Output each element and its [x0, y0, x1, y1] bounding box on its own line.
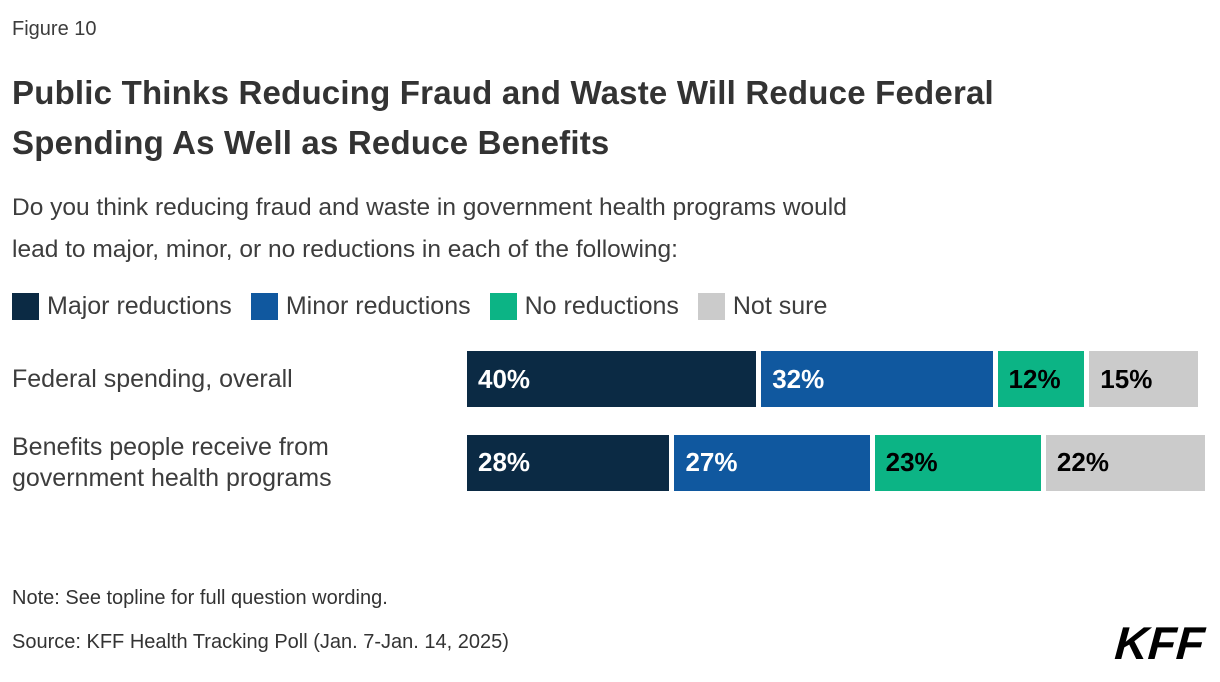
- source-text: Source: KFF Health Tracking Poll (Jan. 7…: [12, 631, 509, 654]
- bar-value-label: 22%: [1056, 447, 1109, 478]
- bar-value-label: 15%: [1100, 363, 1153, 394]
- row-label: Benefits people receive from government …: [12, 433, 332, 492]
- stacked-bar-chart: Federal spending, overall 40% 32% 12% 15% Ben…: [12, 351, 1208, 493]
- bar-segment-minor-reductions: 32%: [761, 351, 993, 408]
- bar-value-label: 12%: [1008, 363, 1061, 394]
- legend-item-minor-reductions: Minor reductions: [250, 292, 471, 321]
- bar-value-label: 40%: [478, 363, 531, 394]
- kff-logo: KFF: [1112, 617, 1206, 669]
- legend-label: Not sure: [732, 292, 828, 321]
- bar-row-benefits-people-receive-from-g: Benefits people receive from government …: [12, 432, 1208, 493]
- chart-subtitle-line2: lead to major, minor, or no reductions i…: [12, 235, 678, 263]
- chart-title-line2: Spending As Well as Reduce Benefits: [12, 123, 610, 161]
- legend: Major reductions Minor reductions No reduc…: [12, 292, 1208, 321]
- bar-segment-minor-reductions: 27%: [674, 434, 870, 491]
- bar-value-label: 28%: [478, 447, 531, 478]
- bar-segment-not-sure: 15%: [1089, 351, 1198, 408]
- bar-segment-not-sure: 22%: [1045, 434, 1205, 491]
- bar-segment-no-reductions: 23%: [874, 434, 1041, 491]
- legend-label: No reductions: [524, 292, 679, 321]
- legend-swatch-minor-reductions: [250, 293, 278, 321]
- note-text: Note: See topline for full question word…: [12, 587, 388, 610]
- bar-segment-major-reductions: 28%: [467, 434, 670, 491]
- legend-label: Minor reductions: [285, 292, 471, 321]
- legend-item-no-reductions: No reductions: [489, 292, 679, 321]
- legend-swatch-not-sure: [697, 293, 725, 321]
- bar-row-federal-spending-overall: Federal spending, overall 40% 32% 12% 15%: [12, 351, 1208, 408]
- chart-subtitle: Do you think reducing fraud and waste in…: [12, 187, 1208, 270]
- chart-title-line1: Public Thinks Reducing Fraud and Waste W…: [12, 74, 994, 111]
- bar-value-label: 23%: [885, 447, 938, 478]
- figure-label: Figure 10: [12, 18, 97, 40]
- legend-label: Major reductions: [47, 292, 232, 321]
- bar-value-label: 32%: [772, 363, 825, 394]
- bar-track: 40% 32% 12% 15%: [467, 351, 1205, 408]
- legend-swatch-no-reductions: [489, 293, 517, 321]
- bar-segment-major-reductions: 40%: [467, 351, 757, 408]
- legend-item-major-reductions: Major reductions: [12, 292, 232, 321]
- bar-track: 28% 27% 23% 22%: [467, 434, 1205, 491]
- row-label: Federal spending, overall: [12, 365, 293, 394]
- chart-title: Public Thinks Reducing Fraud and Waste W…: [12, 68, 1208, 167]
- chart-subtitle-line1: Do you think reducing fraud and waste in…: [12, 194, 847, 221]
- legend-swatch-major-reductions: [12, 293, 39, 321]
- bar-value-label: 27%: [685, 447, 738, 478]
- legend-item-not-sure: Not sure: [697, 292, 828, 321]
- bar-segment-no-reductions: 12%: [997, 351, 1085, 408]
